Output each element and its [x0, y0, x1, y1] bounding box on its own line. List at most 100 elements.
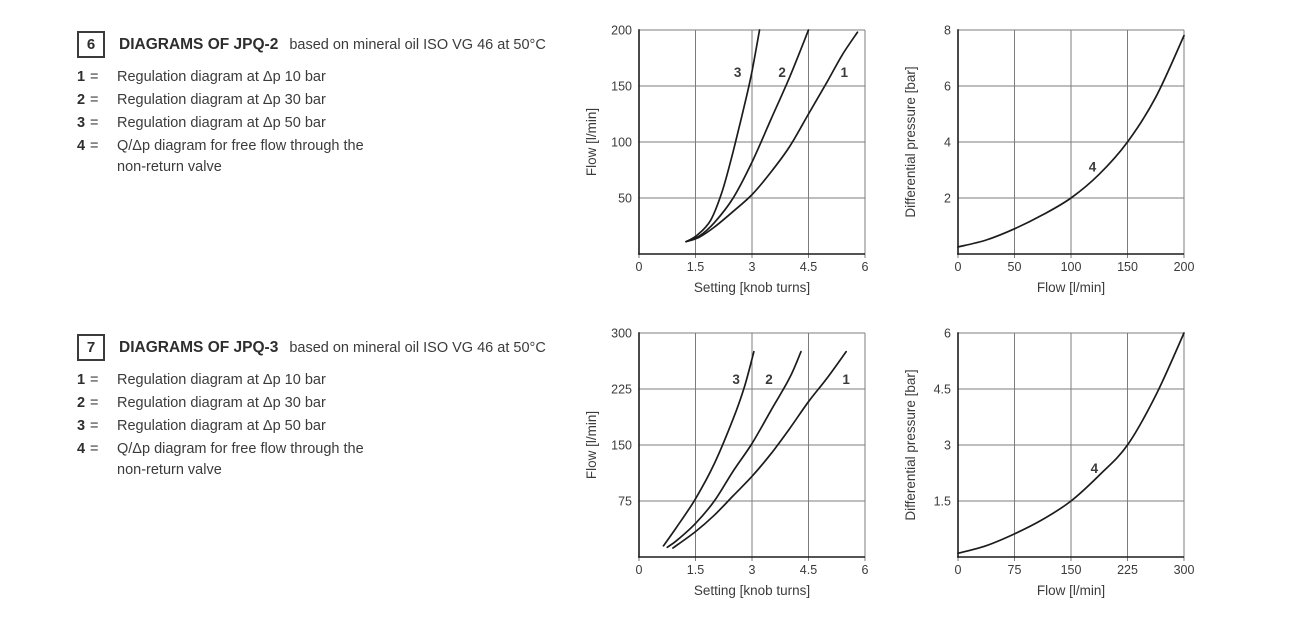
y-axis-title: Flow [l/min] [584, 411, 599, 479]
y-tick-label: 2 [944, 192, 951, 206]
y-tick-label: 225 [611, 383, 632, 397]
x-tick-label: 4.5 [800, 563, 817, 577]
legend-equals: = [90, 92, 99, 108]
y-tick-label: 200 [611, 24, 632, 38]
curve-1 [685, 31, 859, 243]
x-tick-label: 1.5 [687, 563, 704, 577]
chart-jpq3-regulation-svg: 3 2 1 0 1.5 3 4.5 6 75 150 225 300 Setting [knob tur… [584, 327, 869, 599]
section-subtitle: based on mineral oil ISO VG 46 at 50°C [289, 339, 546, 356]
y-tick-label: 1.5 [934, 495, 951, 509]
x-axis-title: Setting [knob turns] [694, 583, 810, 598]
curve-3 [662, 350, 755, 547]
x-tick-label: 200 [1174, 260, 1194, 274]
legend-key: 2 [77, 395, 86, 411]
legend-key: 4 [77, 138, 86, 154]
y-tick-label: 3 [944, 439, 951, 453]
section-jpq2-header: 6 DIAGRAMS OF JPQ-2 based on mineral oil… [77, 31, 597, 58]
x-axis-title: Flow [l/min] [1037, 280, 1105, 295]
legend-equals: = [90, 115, 99, 131]
legend-key: 4 [77, 441, 86, 457]
y-tick-label: 300 [611, 327, 632, 341]
curve-4 [957, 34, 1185, 248]
x-tick-label: 0 [955, 260, 962, 274]
legend-key: 3 [77, 418, 86, 434]
y-axis-title: Differential pressure [bar] [903, 369, 918, 520]
chart-jpq2-free-flow: 4 0 50 100 150 200 2 4 6 8 Flow [l/min] Differentia… [884, 10, 1194, 307]
legend-text: Regulation diagram at Δp 50 bar [117, 115, 326, 131]
x-axis-title: Setting [knob turns] [694, 280, 810, 295]
legend-equals: = [90, 372, 99, 388]
legend-key: 1 [77, 69, 86, 85]
x-tick-label: 4.5 [800, 260, 817, 274]
x-tick-label: 0 [955, 563, 962, 577]
y-tick-label: 75 [618, 495, 632, 509]
legend-text: Q/Δp diagram for free flow through the n… [117, 441, 364, 478]
section-jpq3-header: 7 DIAGRAMS OF JPQ-3 based on mineral oil… [77, 334, 597, 361]
x-tick-label: 50 [1008, 260, 1022, 274]
y-tick-label: 100 [611, 136, 632, 150]
curve-label-1: 1 [841, 65, 849, 80]
y-tick-label: 8 [944, 24, 951, 38]
curve-2 [685, 29, 810, 243]
x-tick-label: 6 [862, 260, 869, 274]
curve-label-4: 4 [1091, 461, 1099, 476]
legend-item: 3 = Regulation diagram at Δp 50 bar [77, 113, 597, 134]
x-tick-label: 150 [1117, 260, 1138, 274]
curve-4 [957, 332, 1185, 555]
x-tick-label: 1.5 [687, 260, 704, 274]
x-tick-label: 300 [1174, 563, 1194, 577]
x-tick-label: 0 [636, 563, 643, 577]
legend-text: Regulation diagram at Δp 10 bar [117, 372, 326, 388]
section-title: DIAGRAMS OF JPQ-3 [119, 338, 279, 356]
chart-jpq3-free-flow: 4 0 75 150 225 300 1.5 3 4.5 6 Flow [l/min] Differe… [884, 313, 1194, 610]
legend-text: Q/Δp diagram for free flow through the n… [117, 138, 364, 175]
legend-key: 3 [77, 115, 86, 131]
chart-jpq3-free-flow-svg: 4 0 75 150 225 300 1.5 3 4.5 6 Flow [l/min] Differe… [903, 327, 1194, 599]
x-tick-label: 225 [1117, 563, 1138, 577]
curve-3 [685, 29, 761, 243]
section-jpq2-info: 6 DIAGRAMS OF JPQ-2 based on mineral oil… [77, 31, 597, 180]
curve-label-3: 3 [734, 65, 742, 80]
y-tick-label: 6 [944, 80, 951, 94]
y-axis-title: Flow [l/min] [584, 108, 599, 176]
curve-label-2: 2 [778, 65, 786, 80]
curve-2 [666, 350, 802, 549]
x-tick-label: 3 [749, 563, 756, 577]
chart-jpq2-regulation-svg: 3 2 1 0 1.5 3 4.5 6 50 100 150 200 Setting [knob tur… [584, 24, 869, 296]
section-subtitle: based on mineral oil ISO VG 46 at 50°C [289, 36, 546, 53]
curve-label-2: 2 [765, 372, 773, 387]
legend-item: 3 = Regulation diagram at Δp 50 bar [77, 416, 597, 437]
legend-key: 1 [77, 372, 86, 388]
x-tick-label: 150 [1061, 563, 1082, 577]
curve-label-3: 3 [732, 372, 740, 387]
y-tick-label: 50 [618, 192, 632, 206]
chart-jpq3-regulation: 3 2 1 0 1.5 3 4.5 6 75 150 225 300 Setting [knob tur… [565, 313, 875, 610]
y-tick-label: 150 [611, 439, 632, 453]
legend-equals: = [90, 418, 99, 434]
section-number: 7 [86, 339, 96, 356]
y-tick-label: 4.5 [934, 383, 951, 397]
y-tick-label: 4 [944, 136, 951, 150]
x-tick-label: 0 [636, 260, 643, 274]
chart-jpq2-regulation: 3 2 1 0 1.5 3 4.5 6 50 100 150 200 Setting [knob tur… [565, 10, 875, 307]
legend-item: 4 = Q/Δp diagram for free flow through t… [77, 136, 597, 178]
legend-text: Regulation diagram at Δp 50 bar [117, 418, 326, 434]
y-tick-label: 150 [611, 80, 632, 94]
x-tick-label: 100 [1061, 260, 1082, 274]
chart-jpq2-free-flow-svg: 4 0 50 100 150 200 2 4 6 8 Flow [l/min] Differentia… [903, 24, 1194, 296]
legend-item: 1 = Regulation diagram at Δp 10 bar [77, 67, 597, 88]
curve-legend: 1 = Regulation diagram at Δp 10 bar 2 = … [77, 370, 597, 481]
section-number-box: 7 [77, 334, 105, 361]
section-number-box: 6 [77, 31, 105, 58]
legend-item: 2 = Regulation diagram at Δp 30 bar [77, 393, 597, 414]
curve-legend: 1 = Regulation diagram at Δp 10 bar 2 = … [77, 67, 597, 178]
legend-text: Regulation diagram at Δp 30 bar [117, 395, 326, 411]
section-jpq3-info: 7 DIAGRAMS OF JPQ-3 based on mineral oil… [77, 334, 597, 483]
curve-label-1: 1 [842, 372, 850, 387]
y-tick-label: 6 [944, 327, 951, 341]
legend-text: Regulation diagram at Δp 30 bar [117, 92, 326, 108]
section-number: 6 [86, 36, 96, 53]
x-axis-title: Flow [l/min] [1037, 583, 1105, 598]
legend-equals: = [90, 441, 99, 457]
